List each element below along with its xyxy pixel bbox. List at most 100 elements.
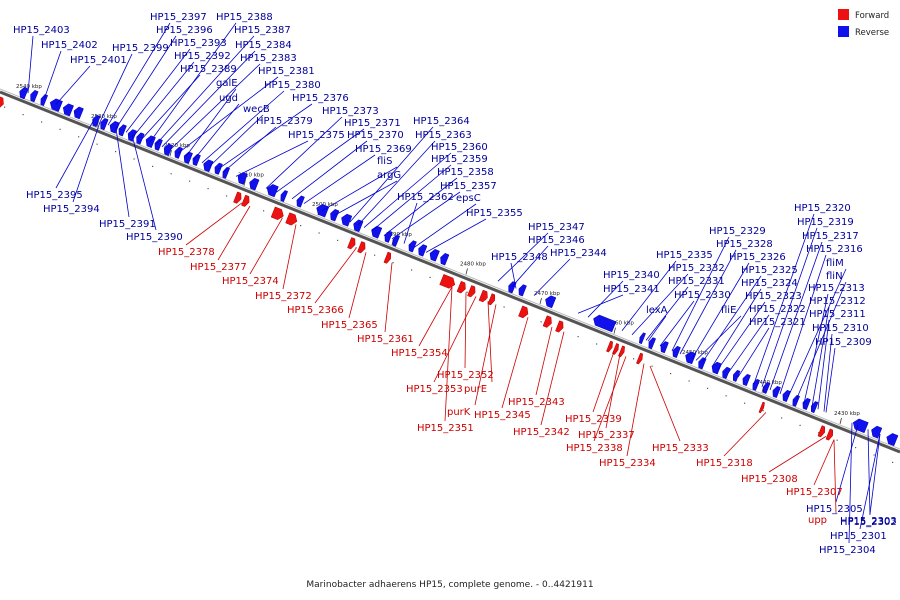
forward-leader-line: [433, 296, 477, 383]
forward-gene-label: purK: [447, 407, 471, 418]
reverse-leader-line: [835, 425, 859, 503]
tick-mark: [243, 179, 246, 186]
minor-tick: [300, 225, 302, 227]
gene-arrow: [0, 96, 4, 108]
minor-tick: [318, 232, 320, 234]
forward-gene-label: HP15_2353: [406, 384, 463, 395]
gene-block: [40, 94, 49, 107]
reverse-gene-label: galE: [216, 78, 238, 89]
gene-block: [478, 289, 488, 303]
forward-gene-label: HP15_2334: [599, 458, 656, 469]
reverse-gene-label: fliS: [377, 156, 392, 167]
minor-tick: [355, 247, 357, 249]
reverse-leader-line: [72, 121, 101, 203]
reverse-gene-label: fliE: [721, 305, 736, 316]
gene-arrow: [136, 132, 145, 145]
gene-arrow: [280, 190, 289, 203]
reverse-leader-line: [115, 128, 130, 218]
gene-block: [19, 86, 29, 100]
minor-tick: [633, 358, 635, 360]
gene-block: [418, 244, 428, 257]
reverse-leader-line: [717, 301, 766, 370]
gene-arrow: [357, 241, 366, 254]
forward-leader-line: [813, 439, 835, 486]
forward-leader-line: [649, 365, 681, 442]
minor-tick: [466, 291, 468, 293]
minor-tick: [855, 447, 857, 449]
forward-gene-label: HP15_2366: [287, 305, 344, 316]
tick-mark: [465, 268, 468, 275]
reverse-leader-line: [125, 48, 191, 133]
minor-tick: [873, 454, 875, 456]
reverse-gene-label: HP15_2324: [741, 278, 798, 289]
gene-arrow: [163, 143, 173, 157]
reverse-gene-label: HP15_2373: [322, 106, 379, 117]
forward-labels: HP15_2378 HP15_2377 HP15_2374 HP15_2372 HP15…: [158, 247, 843, 526]
gene-arrow: [871, 425, 883, 439]
gene-arrow: [542, 315, 552, 328]
gene-arrow: [62, 103, 74, 117]
reverse-leader-line: [848, 422, 853, 544]
tick-label: 2530 kbp: [91, 114, 117, 120]
reverse-leader-line: [811, 306, 830, 407]
reverse-leader-line: [413, 203, 477, 248]
minor-tick: [892, 461, 894, 463]
reverse-gene-label: HP15_2357: [440, 181, 497, 192]
forward-gene-label: HP15_2339: [565, 414, 622, 425]
reverse-leader-line: [691, 262, 750, 360]
minor-tick: [22, 114, 24, 116]
gene-arrow: [762, 381, 771, 394]
minor-tick: [540, 321, 542, 323]
reverse-leader-line: [823, 333, 833, 412]
reverse-leader-line: [737, 327, 770, 378]
gene-block: [518, 284, 527, 297]
reverse-leader-line: [817, 319, 830, 410]
gene-block: [145, 135, 156, 149]
reverse-leader-line: [695, 315, 742, 361]
reverse-leader-line: [55, 119, 95, 189]
minor-tick: [189, 180, 191, 182]
reverse-gene-label: HP15_2358: [437, 167, 494, 178]
reverse-leader-line: [621, 260, 677, 332]
gene-block: [109, 121, 120, 134]
reverse-gene-label: HP15_2369: [355, 144, 412, 155]
minor-tick: [226, 195, 228, 197]
minor-tick: [411, 269, 413, 271]
gene-arrow: [545, 295, 557, 309]
gene-arrow: [722, 366, 731, 380]
reverse-gene-label: HP15_2341: [603, 284, 660, 295]
reverse-gene-label: HP15_2397: [150, 12, 207, 23]
minor-tick: [41, 121, 43, 123]
gene-arrow: [639, 332, 646, 345]
forward-gene-label: HP15_2365: [321, 320, 378, 331]
minor-tick: [836, 439, 838, 441]
gene-arrow: [371, 225, 383, 239]
forward-gene-label: HP15_2333: [652, 443, 709, 454]
forward-leader-line: [384, 262, 393, 333]
reverse-gene-label: HP15_2380: [264, 80, 321, 91]
gene-block: [439, 274, 456, 289]
gene-block: [440, 253, 450, 266]
gene-arrow: [233, 191, 242, 204]
forward-leader-line: [833, 439, 837, 514]
reverse-leader-line: [647, 315, 667, 342]
reverse-leader-line: [659, 300, 695, 347]
reverse-leader-line: [371, 164, 452, 232]
reverse-leader-line: [425, 218, 487, 253]
gene-arrow: [203, 159, 214, 173]
gene-block: [810, 401, 819, 414]
gene-arrow: [711, 361, 722, 375]
gene-arrow: [145, 135, 156, 149]
reverse-gene-label: HP15_2402: [41, 40, 98, 51]
gene-arrow: [758, 401, 765, 414]
gene-block: [772, 385, 781, 399]
reverse-leader-line: [149, 22, 237, 143]
gene-block: [817, 425, 826, 438]
reverse-gene-label: HP15_2384: [235, 40, 292, 51]
forward-gene-label: HP15_2342: [513, 427, 570, 438]
reverse-gene-label: HP15_2329: [709, 226, 766, 237]
gene-block: [685, 351, 697, 365]
reverse-gene-label: HP15_2362: [397, 192, 454, 203]
reverse-gene-label: HP15_2363: [415, 130, 472, 141]
